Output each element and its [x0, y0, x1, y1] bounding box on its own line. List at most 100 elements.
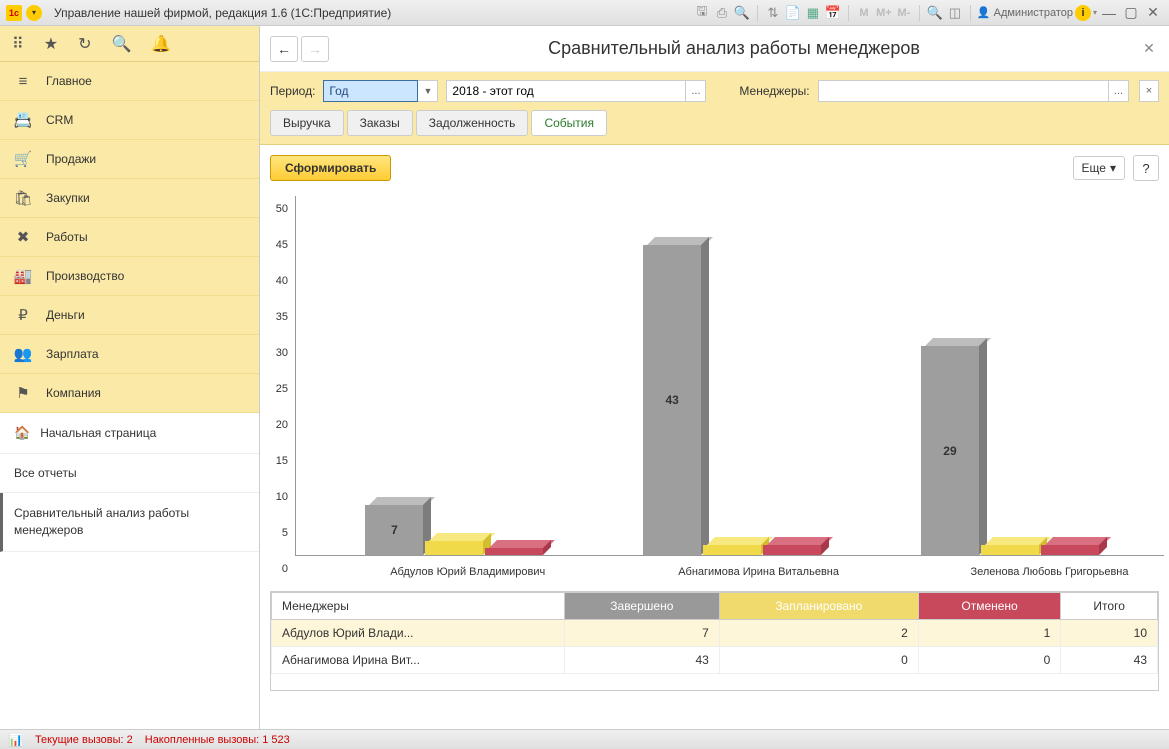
table-header[interactable]: Завершено	[564, 593, 719, 620]
metric-tab-3[interactable]: События	[531, 110, 607, 136]
metric-tab-1[interactable]: Заказы	[347, 110, 413, 136]
metric-tab-0[interactable]: Выручка	[270, 110, 344, 136]
menu-item-3[interactable]: 🛍Закупки	[0, 179, 259, 218]
period-input[interactable]	[323, 80, 418, 102]
table-header[interactable]: Отменено	[918, 593, 1061, 620]
bar	[763, 545, 821, 555]
calendar-icon[interactable]: 📅	[824, 4, 842, 22]
history-icon[interactable]: ↻	[78, 34, 91, 54]
y-tick: 40	[268, 275, 288, 287]
apps-icon[interactable]: ⠿	[12, 34, 24, 54]
table-header[interactable]: Итого	[1061, 593, 1158, 620]
managers-label: Менеджеры:	[739, 84, 809, 98]
print-icon[interactable]: ⎙	[713, 4, 731, 22]
table-row[interactable]: Абдулов Юрий Влади...72110	[272, 620, 1158, 647]
x-label: Зеленова Любовь Григорьевна	[949, 566, 1149, 578]
nav-forward-button[interactable]: →	[301, 36, 329, 62]
home-link[interactable]: Начальная страница	[0, 413, 259, 454]
all-reports-link[interactable]: Все отчеты	[0, 454, 259, 493]
panels-icon[interactable]: ◫	[946, 4, 964, 22]
window-title: Управление нашей фирмой, редакция 1.6 (1…	[54, 6, 391, 20]
menu-icon: ₽	[14, 306, 32, 324]
y-tick: 10	[268, 491, 288, 503]
table-header[interactable]: Менеджеры	[272, 593, 565, 620]
filter-bar: Период: ▼ ... Менеджеры: ... × ВыручкаЗа…	[260, 72, 1169, 145]
menu-item-5[interactable]: 🏭Производство	[0, 257, 259, 296]
zoom-icon[interactable]: 🔍	[926, 4, 944, 22]
info-dropdown[interactable]: ▾	[1093, 8, 1097, 17]
managers-clear-button[interactable]: ×	[1139, 80, 1159, 102]
separator	[757, 5, 758, 21]
nav-back-button[interactable]: ←	[270, 36, 298, 62]
cell-value: 2	[719, 620, 918, 647]
menu-item-0[interactable]: ≡Главное	[0, 62, 259, 101]
content-header: ← → Сравнительный анализ работы менеджер…	[260, 26, 1169, 72]
status-bar: 📊 Текущие вызовы: 2 Накопленные вызовы: …	[0, 729, 1169, 749]
year-select: ...	[446, 80, 706, 102]
maximize-button[interactable]: ▢	[1121, 5, 1141, 21]
menu-item-2[interactable]: 🛒Продажи	[0, 140, 259, 179]
close-tab-button[interactable]: ✕	[1139, 40, 1159, 57]
y-tick: 30	[268, 347, 288, 359]
cell-value: 0	[918, 647, 1061, 674]
x-label: Абдулов Юрий Владимирович	[368, 566, 568, 578]
cell-value: 1	[918, 620, 1061, 647]
menu-icon: 🏭	[14, 267, 32, 285]
app-menu-dropdown[interactable]: ▾	[26, 5, 42, 21]
doc-icon[interactable]: 📄	[784, 4, 802, 22]
y-tick: 5	[268, 527, 288, 539]
calc-icon[interactable]: ▦	[804, 4, 822, 22]
separator	[919, 5, 920, 21]
status-icon: 📊	[8, 733, 23, 747]
cell-value: 0	[719, 647, 918, 674]
table-header[interactable]: Запланировано	[719, 593, 918, 620]
y-tick: 0	[268, 563, 288, 575]
info-icon[interactable]: i	[1075, 5, 1091, 21]
m-minus-icon[interactable]: M-	[895, 4, 913, 22]
help-button[interactable]: ?	[1133, 155, 1159, 181]
star-icon[interactable]: ★	[44, 34, 58, 54]
menu-item-7[interactable]: 👥 Зарплата	[0, 335, 259, 374]
menu-item-8[interactable]: ⚑Компания	[0, 374, 259, 413]
menu-item-4[interactable]: ✖Работы	[0, 218, 259, 257]
m-plus-icon[interactable]: M+	[875, 4, 893, 22]
menu-label: Зарплата	[46, 347, 99, 361]
search-icon[interactable]: 🔍	[111, 34, 131, 54]
cell-value: 10	[1061, 620, 1158, 647]
more-button[interactable]: Еще▾	[1073, 156, 1125, 180]
metric-tab-2[interactable]: Задолженность	[416, 110, 529, 136]
menu-label: CRM	[46, 113, 73, 127]
user-label[interactable]: Администратор	[977, 6, 1073, 19]
content: ← → Сравнительный анализ работы менеджер…	[260, 26, 1169, 729]
menu-item-1[interactable]: 📇CRM	[0, 101, 259, 140]
bar-group: 7	[365, 505, 545, 555]
menu-label: Продажи	[46, 152, 96, 166]
menu-item-6[interactable]: ₽ Деньги	[0, 296, 259, 335]
managers-picker-button[interactable]: ...	[1109, 80, 1129, 102]
close-button[interactable]: ✕	[1143, 5, 1163, 21]
active-report-link[interactable]: Сравнительный анализ работы менеджеров	[0, 493, 259, 552]
generate-button[interactable]: Сформировать	[270, 155, 391, 181]
managers-input[interactable]	[818, 80, 1109, 102]
more-label: Еще	[1082, 161, 1106, 175]
m-icon[interactable]: M	[855, 4, 873, 22]
table-row[interactable]: Абнагимова Ирина Вит...430043	[272, 647, 1158, 674]
current-calls: Текущие вызовы: 2	[35, 734, 133, 746]
period-dropdown-button[interactable]: ▼	[418, 80, 438, 102]
titlebar: 1c ▾ Управление нашей фирмой, редакция 1…	[0, 0, 1169, 26]
titlebar-right: 🖫 ⎙ 🔍 ⇅ 📄 ▦ 📅 M M+ M- 🔍 ◫ Администратор …	[693, 4, 1163, 22]
bell-icon[interactable]: 🔔	[151, 34, 171, 54]
sidebar: ⠿ ★ ↻ 🔍 🔔 ≡Главное📇CRM🛒Продажи🛍Закупки✖Р…	[0, 26, 260, 729]
menu-label: Работы	[46, 230, 88, 244]
preview-icon[interactable]: 🔍	[733, 4, 751, 22]
menu-label: Деньги	[46, 308, 85, 322]
year-picker-button[interactable]: ...	[686, 80, 706, 102]
separator	[970, 5, 971, 21]
year-input[interactable]	[446, 80, 686, 102]
compare-icon[interactable]: ⇅	[764, 4, 782, 22]
titlebar-left: 1c ▾ Управление нашей фирмой, редакция 1…	[6, 5, 391, 21]
save-icon[interactable]: 🖫	[693, 4, 711, 22]
minimize-button[interactable]: —	[1099, 5, 1119, 21]
sidebar-menu: ≡Главное📇CRM🛒Продажи🛍Закупки✖Работы🏭Прои…	[0, 62, 259, 413]
menu-icon: 👥	[14, 345, 32, 363]
